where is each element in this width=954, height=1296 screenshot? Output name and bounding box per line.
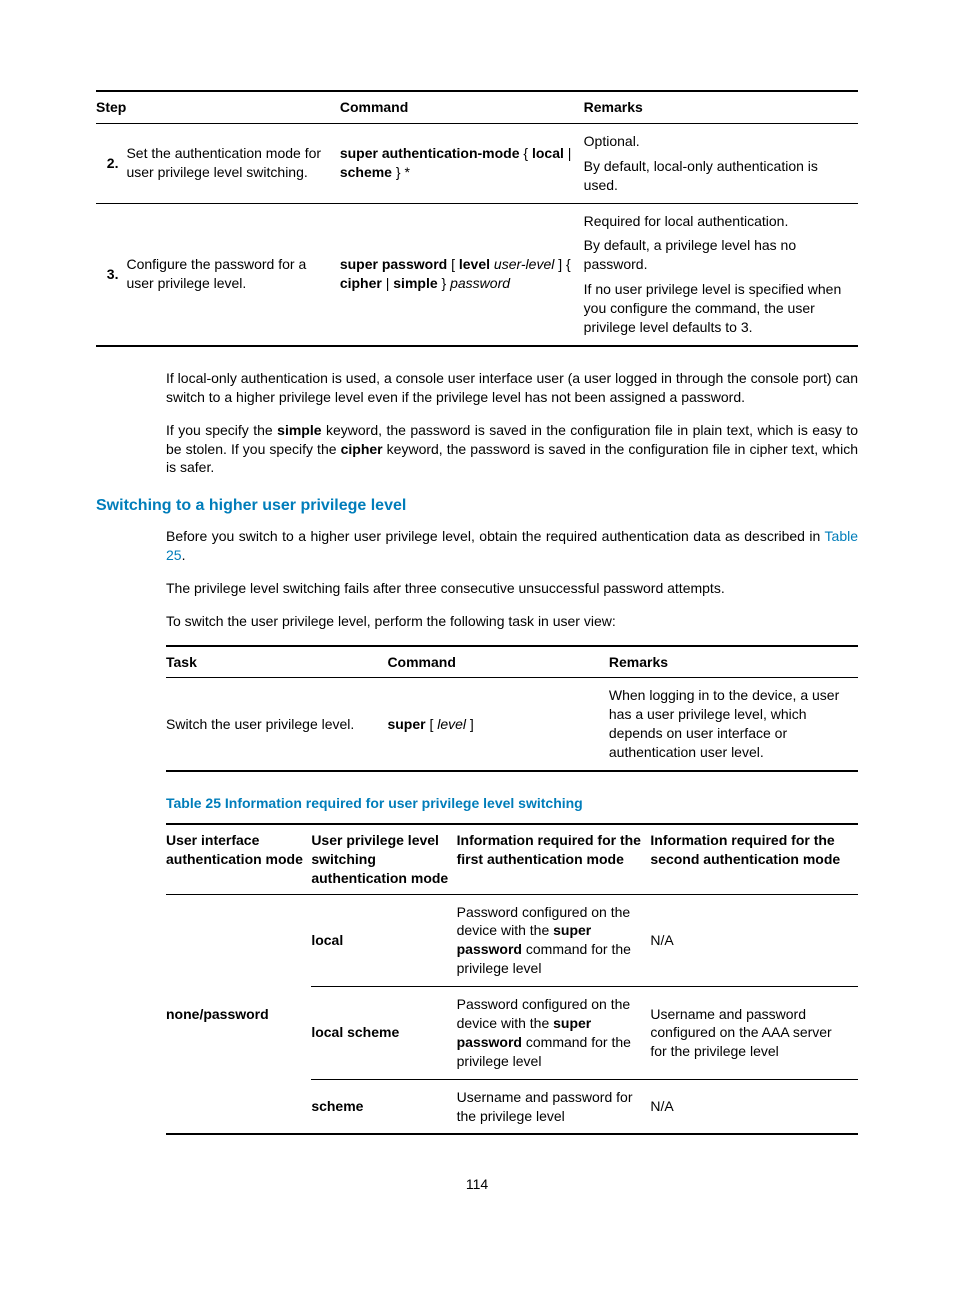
task-remarks: When logging in to the device, a user ha…	[609, 678, 858, 771]
page-number: 114	[96, 1175, 858, 1194]
table-25: User interface authentication mode User …	[166, 823, 858, 1136]
col-step: Step	[96, 91, 340, 123]
paragraph: The privilege level switching fails afte…	[96, 579, 858, 598]
step-command: super password [ level user-level ] { ci…	[340, 203, 584, 346]
col-command: Command	[340, 91, 584, 123]
mode: local	[311, 894, 456, 987]
mode: local scheme	[311, 987, 456, 1080]
col-ui-auth: User interface authentication mode	[166, 824, 311, 894]
paragraph: If local-only authentication is used, a …	[96, 369, 858, 407]
col-command: Command	[387, 646, 608, 678]
info-first: Password configured on the device with t…	[457, 894, 651, 987]
page-content: Step Command Remarks 2. Set the authenti…	[0, 0, 954, 1234]
group-label: none/password	[166, 894, 311, 1134]
step-num: 2.	[96, 123, 126, 203]
step-num: 3.	[96, 203, 126, 346]
step-desc: Set the authentication mode for user pri…	[126, 123, 339, 203]
step-command: super authentication-mode { local | sche…	[340, 123, 584, 203]
col-remarks: Remarks	[609, 646, 858, 678]
col-switch-auth: User privilege level switching authentic…	[311, 824, 456, 894]
col-task: Task	[166, 646, 387, 678]
steps-table: Step Command Remarks 2. Set the authenti…	[96, 90, 858, 347]
info-first: Password configured on the device with t…	[457, 987, 651, 1080]
mode: scheme	[311, 1079, 456, 1134]
task-command: super [ level ]	[387, 678, 608, 771]
table-25-caption: Table 25 Information required for user p…	[96, 794, 858, 813]
col-second-info: Information required for the second auth…	[650, 824, 858, 894]
step-remarks: Required for local authentication. By de…	[584, 203, 858, 346]
step-desc: Configure the password for a user privil…	[126, 203, 339, 346]
info-second: N/A	[650, 1079, 858, 1134]
paragraph: Before you switch to a higher user privi…	[96, 527, 858, 565]
heading-switching: Switching to a higher user privilege lev…	[96, 495, 858, 517]
task-desc: Switch the user privilege level.	[166, 678, 387, 771]
paragraph: If you specify the simple keyword, the p…	[96, 421, 858, 478]
paragraph: To switch the user privilege level, perf…	[96, 612, 858, 631]
col-remarks: Remarks	[584, 91, 858, 123]
task-table: Task Command Remarks Switch the user pri…	[166, 645, 858, 772]
info-second: N/A	[650, 894, 858, 987]
info-first: Username and password for the privilege …	[457, 1079, 651, 1134]
col-first-info: Information required for the first authe…	[457, 824, 651, 894]
info-second: Username and password configured on the …	[650, 987, 858, 1080]
step-remarks: Optional. By default, local-only authent…	[584, 123, 858, 203]
